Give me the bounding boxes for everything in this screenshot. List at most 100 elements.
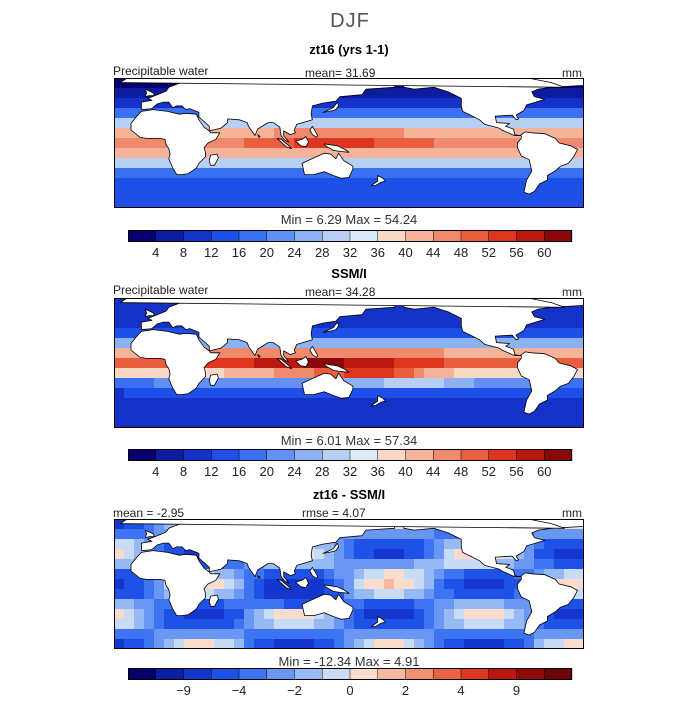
field-cell: [364, 639, 375, 649]
field-cell: [344, 348, 355, 359]
field-cell: [354, 599, 365, 610]
field-cell: [144, 639, 155, 649]
field-cell: [324, 559, 335, 570]
field-cell: [384, 308, 395, 319]
field-cell: [574, 198, 584, 208]
field-cell: [254, 599, 265, 610]
field-cell: [394, 368, 405, 379]
field-cell: [564, 308, 575, 319]
land-outline: [144, 308, 155, 318]
field-cell: [114, 78, 125, 89]
field-cell: [404, 559, 415, 570]
field-cell: [344, 639, 355, 649]
field-cell: [394, 198, 405, 208]
field-cell: [474, 398, 485, 409]
field-cell: [494, 388, 505, 399]
field-cell: [544, 559, 555, 570]
panel-obs-units: mm: [562, 285, 582, 299]
field-cell: [564, 168, 575, 179]
field-cell: [114, 318, 125, 329]
field-cell: [434, 629, 445, 640]
field-cell: [424, 569, 435, 580]
field-cell: [544, 539, 555, 550]
field-cell: [384, 318, 395, 329]
field-cell: [174, 398, 185, 409]
field-cell: [374, 108, 385, 119]
field-cell: [354, 108, 365, 119]
map-frame: [114, 78, 584, 208]
field-cell: [204, 639, 215, 649]
field-cell: [424, 418, 435, 428]
field-cell: [324, 338, 335, 349]
field-cell: [204, 579, 215, 590]
field-cell: [184, 619, 195, 630]
field-cell: [554, 308, 565, 319]
field-cell: [474, 619, 485, 630]
panel-model-map: [114, 78, 584, 208]
field-cell: [394, 418, 405, 428]
field-cell: [204, 358, 215, 369]
colorbar-tick-label: 8: [180, 464, 187, 479]
field-cell: [484, 168, 495, 179]
field-cell: [494, 168, 505, 179]
field-cell: [204, 198, 215, 208]
field-cell: [544, 529, 555, 540]
field-cell: [504, 168, 515, 179]
field-cell: [444, 388, 455, 399]
field-cell: [114, 168, 125, 179]
field-cell: [274, 138, 285, 149]
field-cell: [144, 158, 155, 169]
field-cell: [274, 639, 285, 649]
land-outline: [295, 136, 309, 148]
field-cell: [414, 318, 425, 329]
field-cell: [574, 529, 584, 540]
field-cell: [364, 408, 375, 419]
field-cell: [114, 639, 125, 649]
field-cell: [504, 619, 515, 630]
field-cell: [474, 559, 485, 570]
field-cell: [214, 178, 225, 189]
field-cell: [164, 609, 175, 620]
field-cell: [324, 418, 335, 428]
field-cell: [374, 118, 385, 129]
field-cell: [404, 579, 415, 590]
field-cell: [114, 98, 125, 109]
field-cell: [114, 519, 125, 530]
field-cell: [394, 549, 405, 560]
field-cell: [114, 599, 125, 610]
field-cell: [464, 148, 475, 159]
field-cell: [364, 98, 375, 109]
field-cell: [164, 368, 175, 379]
field-cell: [444, 178, 455, 189]
field-cell: [234, 178, 245, 189]
field-cell: [504, 138, 515, 149]
field-cell: [524, 549, 535, 560]
land-outlines: [120, 78, 584, 195]
field-cell: [414, 348, 425, 359]
field-cell: [494, 138, 505, 149]
field-cell: [344, 569, 355, 580]
colorbar-tick-label: 4: [457, 683, 464, 698]
field-cell: [144, 398, 155, 409]
field-cell: [464, 418, 475, 428]
field-cell: [474, 358, 485, 369]
field-cell: [434, 308, 445, 319]
field-cell: [454, 559, 465, 570]
field-cell: [424, 198, 435, 208]
field-cell: [354, 378, 365, 389]
field-cell: [554, 639, 565, 649]
field-cell: [324, 539, 335, 550]
field-cell: [414, 158, 425, 169]
field-cell: [234, 158, 245, 169]
field-cell: [294, 629, 305, 640]
field-cell: [334, 358, 345, 369]
field-cell: [434, 348, 445, 359]
field-cell: [444, 418, 455, 428]
field-cell: [154, 418, 165, 428]
field-cell: [404, 158, 415, 169]
field-cell: [304, 138, 315, 149]
field-cell: [244, 358, 255, 369]
field-cell: [474, 148, 485, 159]
land-outline: [323, 584, 350, 594]
field-cell: [134, 158, 145, 169]
